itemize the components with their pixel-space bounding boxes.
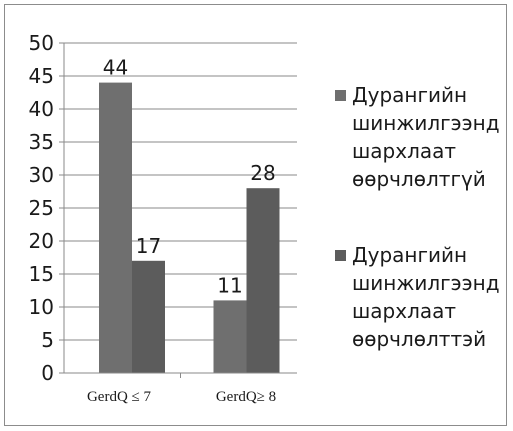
y-tick-label: 30 [29,163,54,187]
y-tick-label: 10 [29,295,54,319]
y-tick-label: 50 [29,31,54,55]
legend-item-no-lesion: Дурангийн шинжилгээнд шархлаат өөрчлөлтг… [335,81,510,193]
y-tick-label: 35 [29,130,54,154]
y-tick-label: 25 [29,196,54,220]
y-axis: 0 5 10 15 20 25 30 35 40 45 50 [29,31,65,385]
legend-label: Дурангийн шинжилгээнд шархлаат өөрчлөлтт… [352,243,500,351]
y-tick-label: 45 [29,64,54,88]
data-label: 28 [250,161,275,185]
legend-label: Дурангийн шинжилгээнд шархлаат өөрчлөлтг… [352,83,500,191]
y-tick-label: 15 [29,262,54,286]
y-tick-label: 0 [41,361,54,385]
y-tick-label: 20 [29,229,54,253]
data-label: 44 [103,56,128,80]
bar [246,188,280,373]
legend-item-lesion: Дурангийн шинжилгээнд шархлаат өөрчлөлтт… [335,241,510,353]
x-category-label: GerdQ ≤ 7 [87,389,152,405]
y-tick-label: 40 [29,97,54,121]
data-labels: 44 17 11 28 [103,56,276,298]
data-label: 17 [136,234,161,258]
bars [99,82,280,373]
x-axis: GerdQ ≤ 7 GerdQ≥ 8 [64,372,297,405]
bar [213,300,247,373]
y-tick-label: 5 [41,328,54,352]
legend-swatch [335,250,346,261]
x-category-label: GerdQ≥ 8 [216,389,276,405]
bar [99,82,132,373]
legend-swatch [335,90,346,101]
data-label: 11 [217,273,242,297]
legend: Дурангийн шинжилгээнд шархлаат өөрчлөлтг… [335,81,510,401]
bar [132,260,165,373]
